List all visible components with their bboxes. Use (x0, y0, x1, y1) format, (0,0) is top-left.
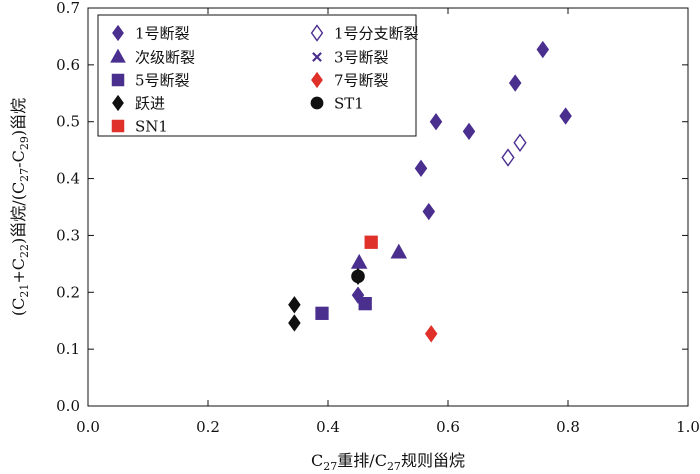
data-point (559, 107, 572, 125)
y-tick-label: 0.2 (56, 283, 80, 301)
legend-label: 5号断裂 (135, 72, 190, 90)
legend-label: 跃进 (135, 95, 165, 113)
data-point (358, 297, 372, 311)
legend-marker (310, 24, 324, 42)
legend-marker (110, 48, 126, 63)
data-point (288, 296, 301, 314)
legend-label: 1号断裂 (135, 25, 190, 43)
y-axis-title: (C21+C22)甾烷/(C27-C29)甾烷 (9, 98, 31, 316)
data-point (414, 159, 428, 178)
data-point (288, 314, 301, 332)
legend-entry: 3号断裂 (312, 49, 389, 67)
y-tick-label: 0.4 (56, 170, 80, 188)
data-point (364, 235, 378, 249)
legend-entry: 跃进 (112, 94, 165, 113)
legend-marker (111, 73, 125, 87)
legend-marker (312, 52, 322, 62)
data-point (390, 243, 408, 259)
data-point (351, 269, 365, 284)
data-point (501, 148, 515, 167)
legend-marker (111, 119, 125, 133)
legend-box (97, 14, 417, 137)
data-point (513, 133, 527, 152)
data-point (315, 306, 329, 320)
legend-marker (112, 24, 124, 42)
plot-frame (87, 7, 689, 407)
x-tick-label: 0.6 (436, 418, 460, 436)
data-point (508, 74, 522, 92)
legend-entry: SN1 (111, 118, 168, 136)
legend-entry: 次级断裂 (110, 48, 195, 67)
legend-label: 1号分支断裂 (334, 25, 419, 43)
legend-label: 次级断裂 (135, 49, 195, 67)
data-point (462, 122, 476, 141)
data-point (422, 202, 436, 221)
legend-marker (310, 96, 324, 110)
legend-marker (311, 71, 323, 89)
x-tick-label: 1.0 (676, 418, 700, 436)
data-point (536, 40, 550, 59)
y-tick-label: 0.6 (56, 56, 80, 74)
legend-marker (112, 94, 124, 112)
y-tick-label: 0.1 (56, 340, 80, 358)
x-tick-label: 0.4 (316, 418, 340, 436)
x-tick-label: 0.8 (556, 418, 580, 436)
y-tick-label: 0.0 (56, 397, 80, 415)
legend-entry: 1号分支断裂 (310, 24, 419, 43)
y-tick-label: 0.7 (56, 0, 80, 17)
legend-entry: 7号断裂 (311, 71, 389, 90)
legend-entry: 5号断裂 (111, 72, 190, 90)
data-point (424, 325, 438, 343)
legend-entry: 1号断裂 (112, 24, 190, 43)
data-point (350, 253, 368, 269)
x-tick-label: 0.2 (196, 418, 220, 436)
y-tick-label: 0.5 (56, 113, 80, 131)
data-point (429, 113, 443, 131)
legend-entry: ST1 (310, 95, 364, 113)
y-tick-label: 0.3 (56, 226, 80, 244)
legend-label: 7号断裂 (334, 72, 389, 90)
legend-label: SN1 (135, 118, 168, 136)
x-axis-title: C27重排/C27规则甾烷 (311, 451, 465, 473)
legend-label: ST1 (334, 95, 364, 113)
x-tick-label: 0.0 (76, 418, 100, 436)
legend-label: 3号断裂 (334, 49, 389, 67)
